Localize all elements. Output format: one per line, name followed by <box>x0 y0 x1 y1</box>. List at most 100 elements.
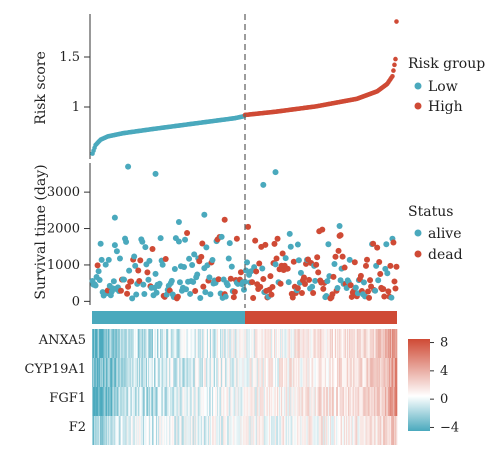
gene-label-anxa5: ANXA5 <box>38 333 86 348</box>
heatmap-cell <box>121 416 123 445</box>
heatmap-cell <box>168 387 170 416</box>
heatmap-cell <box>201 329 204 358</box>
colorbar-tick-label: 0 <box>440 392 448 407</box>
heatmap-cell <box>123 416 125 445</box>
heatmap-cell <box>297 416 299 445</box>
heatmap-cell <box>259 416 262 445</box>
heatmap-cell <box>251 416 253 445</box>
heatmap-cell <box>230 358 232 387</box>
heatmap-cell <box>104 416 106 445</box>
heatmap-cell <box>392 387 395 416</box>
heatmap-cell <box>369 416 371 445</box>
heatmap-cell <box>290 387 292 416</box>
dead-point <box>230 294 237 301</box>
heatmap-cell <box>278 416 280 445</box>
heatmap-cell <box>231 416 233 445</box>
heatmap-cell <box>176 358 178 387</box>
heatmap-cell <box>387 329 390 358</box>
heatmap-cell <box>368 329 370 358</box>
heatmap-cell <box>208 416 211 445</box>
heatmap-cell <box>136 387 139 416</box>
heatmap-cell <box>311 358 313 387</box>
alive-point <box>325 241 332 248</box>
heatmap-cell <box>218 358 220 387</box>
survival-panel: 0 1000 2000 3000 Survival time (day) <box>33 163 400 309</box>
heatmap-cell <box>129 329 131 358</box>
heatmap-cell <box>269 358 272 387</box>
heatmap-cell <box>367 358 369 387</box>
heatmap-cell <box>157 358 159 387</box>
heatmap-cell <box>332 358 335 387</box>
heatmap-cell <box>98 358 100 387</box>
heatmap-cell <box>325 358 328 387</box>
alive-point <box>105 256 112 263</box>
heatmap-cell <box>196 416 199 445</box>
heatmap-cell <box>158 358 160 387</box>
heatmap-cell <box>127 416 129 445</box>
dead-point <box>310 290 317 296</box>
heatmap-cell <box>236 358 238 387</box>
heatmap-cell <box>277 387 279 416</box>
heatmap-cell <box>300 387 302 416</box>
heatmap-cell <box>169 329 171 358</box>
heatmap-cell <box>347 358 349 387</box>
heatmap-cell <box>257 358 260 387</box>
heatmap-cell <box>339 416 341 445</box>
heatmap-cell <box>256 387 259 416</box>
heatmap-cell <box>352 329 354 358</box>
gene-label-f2: F2 <box>69 420 86 435</box>
heatmap-cell <box>128 358 130 387</box>
heatmap-cell <box>154 416 156 445</box>
heatmap-cell <box>110 416 112 445</box>
heatmap-cell <box>259 387 262 416</box>
heatmap-cell <box>139 358 142 387</box>
heatmap-cell <box>154 358 156 387</box>
heatmap-cell <box>125 387 127 416</box>
heatmap-cell <box>323 387 326 416</box>
heatmap-cell <box>145 387 148 416</box>
heatmap-cell <box>113 358 115 387</box>
heatmap-cell <box>226 358 228 387</box>
heatmap-cell <box>207 416 210 445</box>
heatmap-cell <box>362 358 364 387</box>
heatmap-cells <box>92 329 398 445</box>
survival-tick-label: 0 <box>72 294 80 309</box>
heatmap-cell <box>200 329 203 358</box>
alive-point <box>152 170 159 177</box>
heatmap-cell <box>191 416 193 445</box>
heatmap-cell <box>229 329 231 358</box>
heatmap-cell <box>266 329 269 358</box>
heatmap-cell <box>212 358 215 387</box>
heatmap-cell <box>256 416 259 445</box>
heatmap-cell <box>192 358 194 387</box>
dead-point <box>289 294 296 301</box>
heatmap-cell <box>250 416 252 445</box>
heatmap-cell <box>324 416 327 445</box>
heatmap-cell <box>294 329 296 358</box>
alive-point <box>157 235 164 242</box>
heatmap-cell <box>113 329 115 358</box>
heatmap-cell <box>144 358 147 387</box>
heatmap-cell <box>308 416 310 445</box>
heatmap-cell <box>177 416 179 445</box>
dead-point <box>332 253 339 260</box>
heatmap-cell <box>200 358 203 387</box>
heatmap-cell <box>322 387 325 416</box>
heatmap-cell <box>392 416 395 445</box>
heatmap-cell <box>303 329 305 358</box>
heatmap-cell <box>220 329 222 358</box>
heatmap-cell <box>199 416 202 445</box>
heatmap-cell <box>299 358 301 387</box>
heatmap-cell <box>143 416 146 445</box>
heatmap-cell <box>358 387 360 416</box>
heatmap-cell <box>148 387 151 416</box>
heatmap-cell <box>205 358 208 387</box>
heatmap-cell <box>185 416 187 445</box>
heatmap-cell <box>373 358 375 387</box>
heatmap-cell <box>390 329 393 358</box>
heatmap-cell <box>319 358 322 387</box>
heatmap-cell <box>282 387 284 416</box>
heatmap-cell <box>355 358 357 387</box>
heatmap-cell <box>239 329 241 358</box>
heatmap-cell <box>137 387 140 416</box>
